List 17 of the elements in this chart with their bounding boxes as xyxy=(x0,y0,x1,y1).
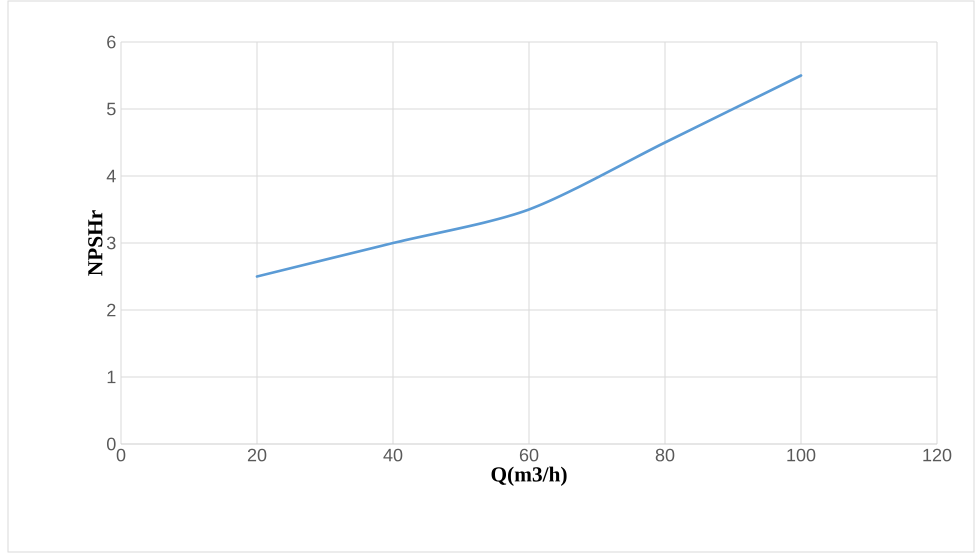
y-tick-label: 1 xyxy=(108,370,116,384)
x-tick-label: 100 xyxy=(787,448,816,462)
x-tick-label: 40 xyxy=(383,448,402,462)
y-tick-label: 2 xyxy=(107,304,116,316)
y-tick-label: 4 xyxy=(106,170,116,182)
y-tick-label: 0 xyxy=(107,438,116,450)
x-axis-title: Q(m3/h) xyxy=(492,466,567,486)
y-axis-title: NPSHr xyxy=(88,210,102,276)
x-tick-label: 120 xyxy=(923,448,952,462)
line-series xyxy=(256,74,802,278)
x-tick-label: 60 xyxy=(520,448,538,462)
x-tick-label: 20 xyxy=(248,448,266,462)
y-tick-label: 5 xyxy=(107,102,116,116)
x-tick-label: 0 xyxy=(116,448,126,462)
y-tick-label: 3 xyxy=(106,236,116,250)
y-tick-label: 6 xyxy=(107,36,116,48)
x-tick-label: 80 xyxy=(656,448,674,462)
